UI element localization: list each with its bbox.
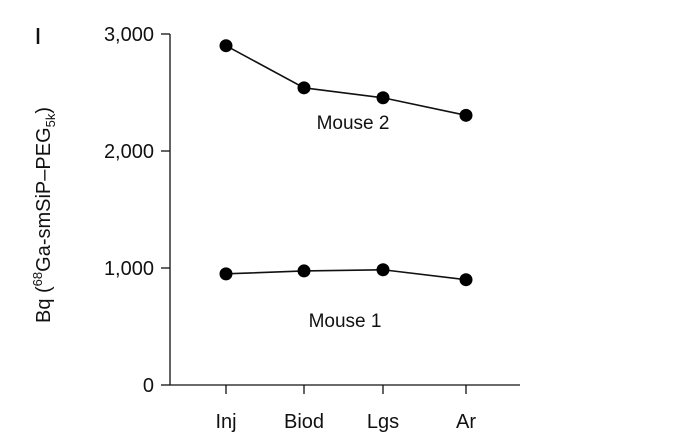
y-axis-title: Bq (68Ga-smSiP–PEG5k) [30, 107, 58, 323]
data-point [219, 39, 233, 53]
y-tick-label: 0 [143, 375, 154, 397]
y-tick-label: 1,000 [104, 258, 154, 280]
y-tick-label: 3,000 [104, 24, 154, 46]
data-point [219, 267, 233, 281]
x-tick-label: Lgs [367, 411, 399, 433]
x-tick-label: Ar [456, 411, 476, 433]
series-line-1 [225, 44, 467, 117]
data-point [376, 91, 390, 105]
x-tick-label: Biod [284, 411, 324, 433]
y-axis: 0 1,000 2,000 3,000 [104, 24, 171, 397]
series-label: Mouse 1 [309, 311, 382, 332]
series-line-2 [225, 268, 467, 281]
data-point [459, 273, 473, 287]
data-point [297, 264, 311, 278]
y-tick-label: 2,000 [104, 141, 154, 163]
series-layer: Mouse 2 Mouse 1 [219, 39, 473, 332]
x-tick-label: Inj [215, 411, 236, 433]
x-axis: Inj Biod Lgs Ar [170, 384, 520, 433]
series-label: Mouse 2 [317, 113, 390, 134]
data-point [459, 108, 473, 122]
data-point [297, 81, 311, 95]
data-point [376, 263, 390, 277]
